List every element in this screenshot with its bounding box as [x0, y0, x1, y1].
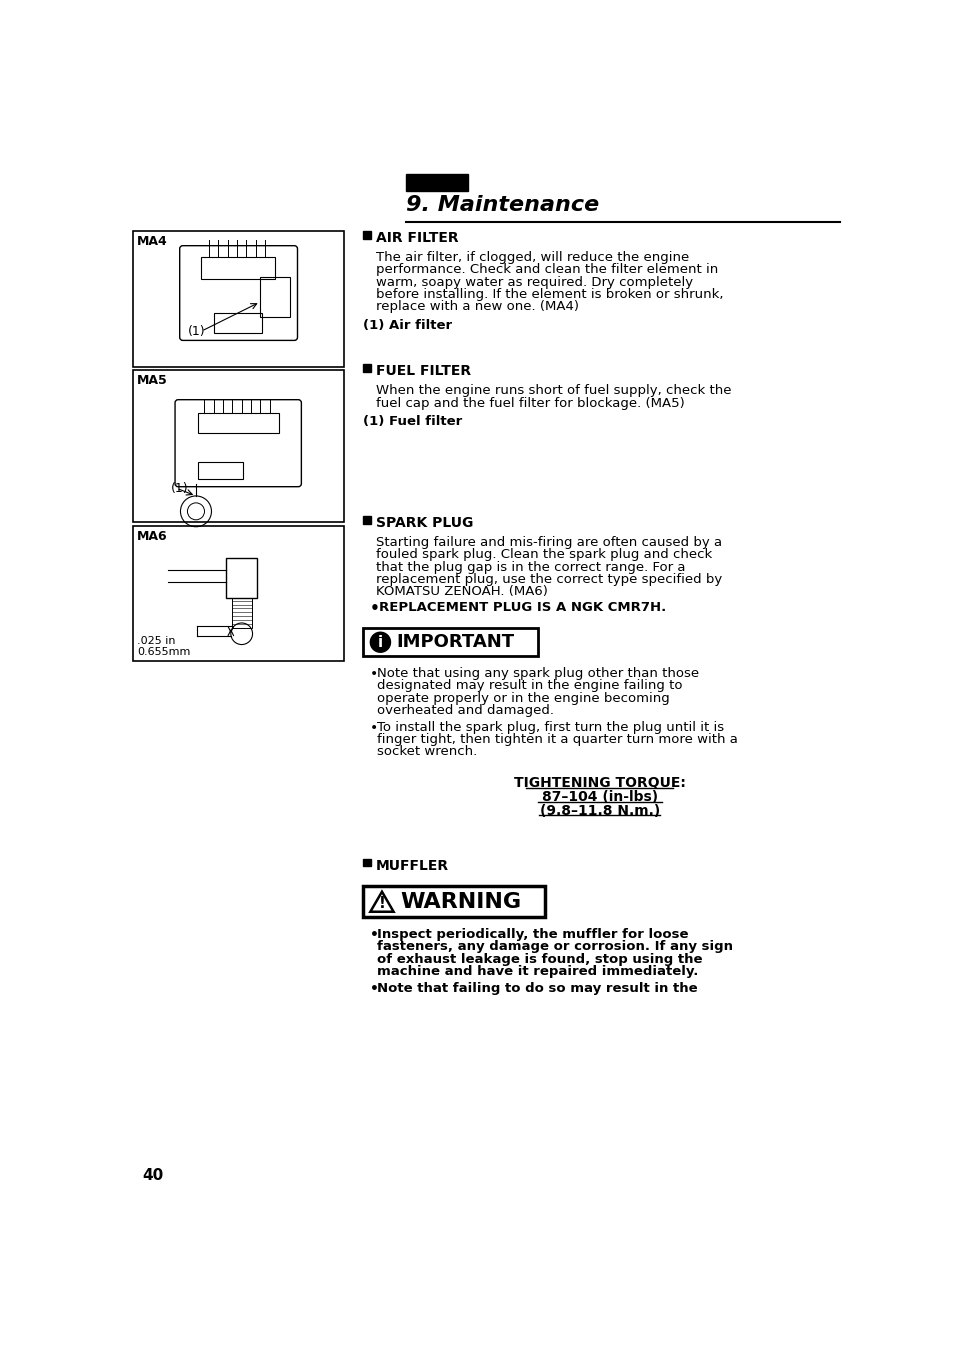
Text: performance. Check and clean the filter element in: performance. Check and clean the filter … — [375, 263, 718, 276]
Text: warm, soapy water as required. Dry completely: warm, soapy water as required. Dry compl… — [375, 276, 692, 288]
Bar — [406, 174, 468, 191]
Text: AIR FILTER: AIR FILTER — [375, 231, 458, 245]
Bar — [133, 231, 344, 367]
Text: fasteners, any damage or corrosion. If any sign: fasteners, any damage or corrosion. If a… — [377, 941, 733, 953]
Text: 9. Maintenance: 9. Maintenance — [406, 195, 598, 214]
Text: When the engine runs short of fuel supply, check the: When the engine runs short of fuel suppl… — [375, 384, 731, 398]
Text: English: English — [411, 177, 462, 189]
Text: (9.8–11.8 N.m.): (9.8–11.8 N.m.) — [539, 803, 659, 818]
Text: •: • — [369, 667, 377, 681]
Bar — [363, 516, 371, 523]
Text: •: • — [369, 981, 378, 996]
Text: 87–104 (in-lbs): 87–104 (in-lbs) — [541, 790, 658, 803]
Text: •: • — [369, 927, 378, 942]
Bar — [213, 314, 261, 333]
Text: The air filter, if clogged, will reduce the engine: The air filter, if clogged, will reduce … — [375, 251, 688, 264]
Bar — [363, 364, 371, 372]
Text: Note that using any spark plug other than those: Note that using any spark plug other tha… — [377, 667, 699, 679]
Text: finger tight, then tighten it a quarter turn more with a: finger tight, then tighten it a quarter … — [377, 733, 738, 745]
Text: (1) Air filter: (1) Air filter — [363, 319, 452, 332]
Text: SPARK PLUG: SPARK PLUG — [375, 516, 473, 530]
Bar — [363, 887, 545, 917]
Bar — [260, 278, 290, 317]
Text: designated may result in the engine failing to: designated may result in the engine fail… — [377, 679, 682, 693]
Text: MUFFLER: MUFFLER — [375, 859, 449, 872]
Text: To install the spark plug, first turn the plug until it is: To install the spark plug, first turn th… — [377, 721, 723, 733]
Bar — [133, 371, 344, 522]
Text: (1) Fuel filter: (1) Fuel filter — [363, 415, 462, 429]
Text: 0.655mm: 0.655mm — [137, 647, 191, 656]
Text: Note that failing to do so may result in the: Note that failing to do so may result in… — [377, 981, 698, 995]
Bar — [363, 859, 371, 867]
Text: before installing. If the element is broken or shrunk,: before installing. If the element is bro… — [375, 288, 722, 301]
Text: Inspect periodically, the muffler for loose: Inspect periodically, the muffler for lo… — [377, 927, 688, 941]
Text: i: i — [377, 635, 382, 650]
Text: TIGHTENING TORQUE:: TIGHTENING TORQUE: — [514, 776, 685, 790]
Text: MA4: MA4 — [137, 235, 168, 248]
Text: .025 in: .025 in — [137, 636, 175, 646]
Text: •: • — [369, 601, 379, 616]
Text: fuel cap and the fuel filter for blockage. (MA5): fuel cap and the fuel filter for blockag… — [375, 396, 684, 410]
Text: replace with a new one. (MA4): replace with a new one. (MA4) — [375, 301, 578, 313]
Text: !: ! — [378, 896, 385, 911]
Bar — [201, 257, 274, 279]
Text: socket wrench.: socket wrench. — [377, 745, 477, 759]
Text: FUEL FILTER: FUEL FILTER — [375, 364, 471, 379]
Bar — [133, 526, 344, 661]
Text: MA5: MA5 — [137, 375, 168, 387]
Text: Starting failure and mis-firing are often caused by a: Starting failure and mis-firing are ofte… — [375, 537, 721, 549]
Text: of exhaust leakage is found, stop using the: of exhaust leakage is found, stop using … — [377, 953, 702, 965]
Text: (1): (1) — [188, 325, 206, 337]
Bar — [363, 231, 371, 239]
Text: fouled spark plug. Clean the spark plug and check: fouled spark plug. Clean the spark plug … — [375, 549, 711, 561]
Text: machine and have it repaired immediately.: machine and have it repaired immediately… — [377, 965, 698, 977]
Bar — [232, 597, 252, 628]
Text: •: • — [369, 721, 377, 735]
Text: that the plug gap is in the correct range. For a: that the plug gap is in the correct rang… — [375, 561, 684, 574]
Bar — [198, 412, 278, 433]
Bar — [226, 558, 257, 597]
Text: IMPORTANT: IMPORTANT — [395, 634, 514, 651]
Text: overheated and damaged.: overheated and damaged. — [377, 704, 554, 717]
Text: MA6: MA6 — [137, 530, 168, 543]
Text: (1): (1) — [171, 481, 188, 495]
Circle shape — [370, 632, 390, 652]
Bar — [363, 628, 537, 656]
Text: KOMATSU ZENOAH. (MA6): KOMATSU ZENOAH. (MA6) — [375, 585, 547, 599]
Text: operate properly or in the engine becoming: operate properly or in the engine becomi… — [377, 692, 669, 705]
Bar — [198, 462, 243, 479]
Text: 40: 40 — [142, 1167, 164, 1182]
Text: replacement plug, use the correct type specified by: replacement plug, use the correct type s… — [375, 573, 721, 586]
Text: WARNING: WARNING — [400, 892, 521, 911]
Text: REPLACEMENT PLUG IS A NGK CMR7H.: REPLACEMENT PLUG IS A NGK CMR7H. — [378, 601, 665, 613]
